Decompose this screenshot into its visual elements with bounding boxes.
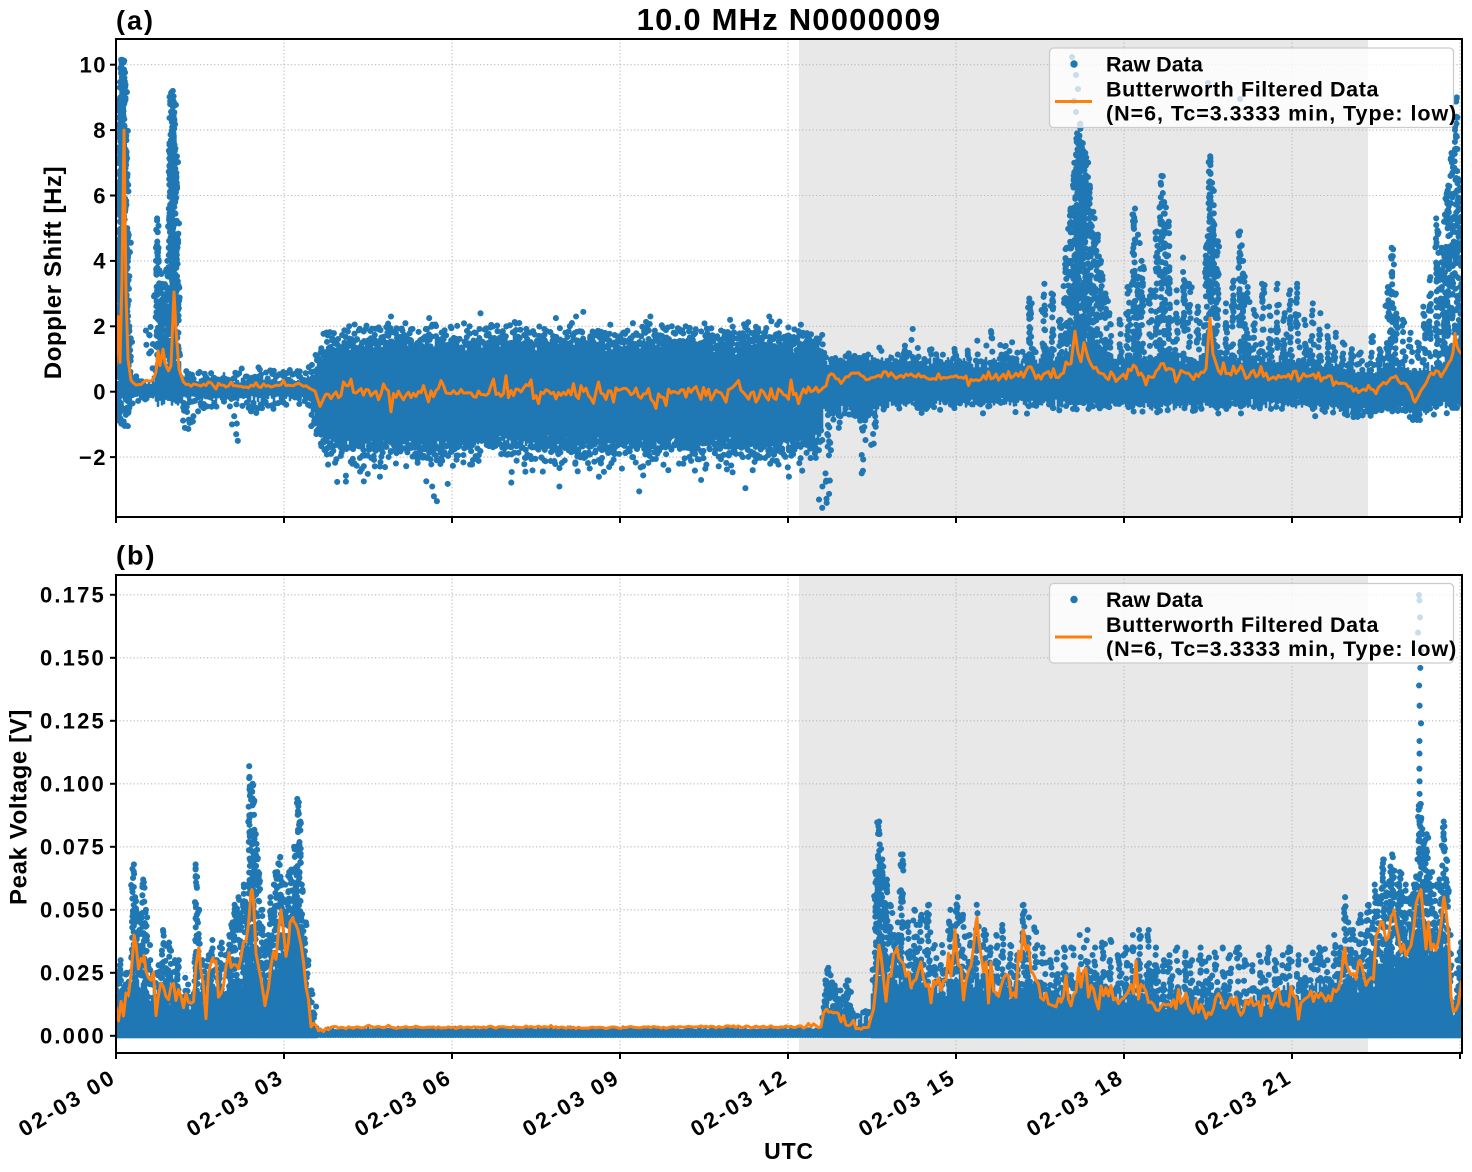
svg-text:0.150: 0.150	[40, 646, 106, 671]
svg-text:0.125: 0.125	[40, 709, 106, 734]
svg-text:10.0 MHz N0000009: 10.0 MHz N0000009	[637, 2, 942, 37]
svg-text:0: 0	[93, 380, 107, 405]
svg-text:(N=6, Tc=3.3333 min, Type: low: (N=6, Tc=3.3333 min, Type: low)	[1106, 102, 1457, 126]
svg-text:(a): (a)	[116, 6, 155, 36]
svg-text:−2: −2	[79, 445, 107, 470]
svg-text:Raw Data: Raw Data	[1106, 53, 1204, 77]
svg-text:2: 2	[93, 314, 107, 339]
svg-text:10: 10	[80, 53, 107, 78]
svg-text:UTC: UTC	[764, 1138, 814, 1164]
svg-text:0.100: 0.100	[40, 772, 106, 797]
svg-text:Peak Voltage [V]: Peak Voltage [V]	[6, 709, 33, 905]
svg-text:(b): (b)	[116, 541, 156, 571]
svg-text:0.000: 0.000	[40, 1024, 106, 1049]
svg-text:Butterworth Filtered Data: Butterworth Filtered Data	[1106, 613, 1379, 637]
svg-text:(N=6, Tc=3.3333 min, Type: low: (N=6, Tc=3.3333 min, Type: low)	[1106, 637, 1457, 661]
svg-text:0.025: 0.025	[40, 961, 106, 986]
svg-text:0.175: 0.175	[40, 583, 106, 608]
svg-text:0.050: 0.050	[40, 898, 106, 923]
svg-text:Raw Data: Raw Data	[1106, 588, 1204, 612]
svg-text:Butterworth Filtered Data: Butterworth Filtered Data	[1106, 78, 1379, 102]
svg-text:6: 6	[93, 183, 107, 208]
svg-text:4: 4	[93, 249, 107, 274]
svg-text:8: 8	[93, 118, 107, 143]
svg-text:Doppler Shift [Hz]: Doppler Shift [Hz]	[40, 166, 67, 379]
svg-text:0.075: 0.075	[40, 835, 106, 860]
